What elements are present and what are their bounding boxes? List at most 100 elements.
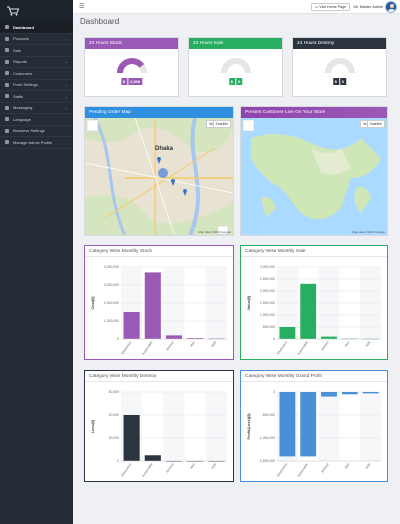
x-tick-label: Men <box>189 462 196 470</box>
page-title: Dashboard <box>80 17 120 26</box>
currency-symbol: $ <box>120 78 128 85</box>
chart-title: Category Wise Monthly Stock <box>85 246 233 257</box>
bar-electronics <box>279 392 296 457</box>
sidebar-item-front-settings[interactable]: Front Settings › <box>0 80 73 91</box>
chevron-right-icon: › <box>65 106 67 111</box>
satellite-type-button[interactable]: Satellite <box>212 120 231 128</box>
bar-kids <box>208 461 225 462</box>
chevron-right-icon: › <box>65 83 67 88</box>
y-tick-label: 60,000 <box>109 390 119 394</box>
chevron-right-icon: › <box>65 37 67 42</box>
y-tick-label: 20,000 <box>109 436 119 440</box>
x-tick-label: Women <box>165 340 175 351</box>
sidebar-item-icon <box>5 82 9 87</box>
live-customer-map[interactable]: Map Satellite Map data ©2019 Google <box>241 118 387 235</box>
x-tick-label: Kids <box>365 340 372 348</box>
sidebar-item-sale[interactable]: Sale <box>0 45 73 57</box>
sidebar-item-label: Products <box>13 36 29 42</box>
sidebar-item-messaging[interactable]: Messaging › <box>0 103 73 114</box>
y-tick-label: 1,500,000 <box>260 301 275 305</box>
y-tick-label: -1,500,000 <box>259 459 275 463</box>
x-tick-label: Women <box>320 462 330 473</box>
bar-chart: 0 1,000,000 2,000,000 3,000,000 4,000,000 Cos… <box>91 265 227 356</box>
visit-home-button[interactable]: ▭ Visit Home Page <box>310 3 350 11</box>
x-tick-label: Men <box>189 340 196 348</box>
card-title: 24 Hours Sale <box>189 38 282 49</box>
card-title: 24 Hours Destroy <box>293 38 386 49</box>
chart-title: Category Wise Monthly Destroy <box>85 371 233 382</box>
plot-band <box>318 392 340 461</box>
sidebar-item-label: Language <box>13 116 31 122</box>
y-axis-label: Loss($) <box>91 419 95 433</box>
pending-order-map[interactable]: Dhaka Map Satellite Map data ©2019 Googl… <box>85 118 233 235</box>
x-tick-label: Electronics <box>276 340 288 355</box>
avatar[interactable] <box>385 1 397 13</box>
gauge-chart <box>220 58 251 73</box>
sidebar-item-language[interactable]: Language <box>0 114 73 126</box>
sidebar-item-label: Manage Admin Profile <box>13 139 53 145</box>
sidebar-item-icon <box>5 36 9 41</box>
bar-men <box>341 392 358 395</box>
sidebar-item-label: Sale <box>13 47 22 53</box>
sidebar-item-label: Business Settings <box>13 128 45 134</box>
sidebar-item-icon <box>5 94 9 99</box>
map-attribution-2: Map data ©2019 Google <box>352 230 385 234</box>
bar-women <box>321 336 337 339</box>
satellite-type-button-2[interactable]: Satellite <box>366 120 385 128</box>
sidebar-item-manage-admin-profile[interactable]: Manage Admin Profile <box>0 137 73 149</box>
sidebar-item-label: Front Settings <box>13 82 38 88</box>
gauge-chart <box>324 58 355 73</box>
sidebar-item-label: Messaging <box>13 105 33 111</box>
bar-automobile <box>300 392 317 457</box>
destroy-card: 24 Hours Destroy $0 <box>292 37 387 97</box>
sidebar-item-icon <box>5 128 9 133</box>
bar-automobile <box>300 283 317 339</box>
y-tick-label: 3,000,000 <box>104 283 119 287</box>
y-tick-label: 500,000 <box>263 325 275 329</box>
topbar: ☰ ▭ Visit Home Page Mr. Master Admin <box>73 0 400 14</box>
sidebar-item-icon <box>5 105 9 110</box>
sidebar-item-reports[interactable]: Reports › <box>0 57 73 68</box>
sidebar-item-staffs[interactable]: Staffs › <box>0 91 73 103</box>
plot-band <box>339 392 361 461</box>
logo[interactable] <box>0 0 73 22</box>
x-tick-label: Electronics <box>120 340 132 355</box>
stock-card: 24 Hours Stock $2,000 <box>84 37 179 97</box>
bar-automobile <box>144 272 161 339</box>
sidebar-item-products[interactable]: Products › <box>0 34 73 45</box>
x-tick-label: Kids <box>210 462 217 470</box>
y-tick-label: -1,000,000 <box>259 436 275 440</box>
menu-toggle-icon[interactable]: ☰ <box>79 4 85 10</box>
sidebar-item-business-settings[interactable]: Business Settings <box>0 126 73 137</box>
chart-title: Category Wise Monthly Grand Profit <box>241 371 387 382</box>
cart-logo-icon <box>7 6 20 16</box>
y-axis-label: Cost($) <box>91 296 95 310</box>
chevron-right-icon: › <box>65 94 67 100</box>
sidebar-item-label: Customers <box>13 70 33 76</box>
sidebar-item-icon <box>5 71 9 76</box>
sidebar-item-icon <box>5 25 9 30</box>
sidebar-item-customers[interactable]: Customers <box>0 68 73 80</box>
chart-title: Category Wise Monthly Sale <box>241 246 387 257</box>
bar-women <box>165 461 183 462</box>
sidebar-item-label: Dashboard <box>13 24 34 30</box>
plot-band <box>360 392 381 461</box>
y-tick-label: 3,000,000 <box>260 265 275 269</box>
sidebar-item-dashboard[interactable]: Dashboard <box>0 22 73 34</box>
y-tick-label: 0 <box>117 337 119 341</box>
value-amount: 0 <box>236 78 243 85</box>
gauge-chart <box>116 57 147 73</box>
card-value: $0 <box>332 78 347 85</box>
y-tick-label: -500,000 <box>262 413 275 417</box>
bar-electronics <box>123 415 140 461</box>
sidebar-item-icon <box>5 59 9 64</box>
admin-name[interactable]: Mr. Master Admin <box>353 4 383 9</box>
plot-band <box>163 392 185 461</box>
y-tick-label: 0 <box>273 337 275 341</box>
bar-automobile <box>144 455 161 461</box>
bar-women <box>165 335 183 339</box>
bar-women <box>321 392 337 397</box>
bar-men <box>187 461 204 462</box>
y-tick-label: 2,500,000 <box>260 277 275 281</box>
pending-order-map-panel: Pending Order Map Dhaka Map Satellite Ma… <box>84 106 234 236</box>
